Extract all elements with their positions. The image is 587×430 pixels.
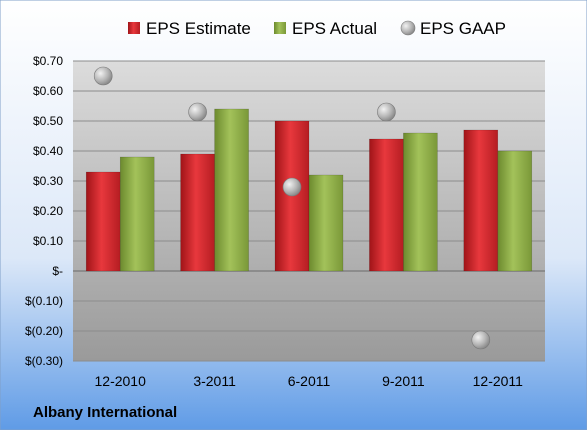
legend: EPS Estimate EPS Actual EPS GAAP bbox=[128, 19, 506, 38]
estimate-bar bbox=[85, 171, 121, 272]
legend-actual-swatch bbox=[274, 22, 286, 34]
actual-bar bbox=[497, 150, 533, 272]
y-tick-label: $0.50 bbox=[33, 114, 63, 128]
actual-bar bbox=[308, 174, 344, 272]
legend-actual-label: EPS Actual bbox=[292, 19, 377, 38]
x-category-label: 3-2011 bbox=[193, 373, 236, 389]
x-axis-labels: 12-2010 3-2011 6-2011 9-2011 12-2011 bbox=[95, 373, 524, 389]
y-tick-label: $- bbox=[52, 264, 63, 278]
y-tick-label: $(0.30) bbox=[25, 354, 63, 368]
y-tick-label: $0.40 bbox=[33, 144, 63, 158]
y-tick-label: $0.10 bbox=[33, 234, 63, 248]
y-tick-label: $0.60 bbox=[33, 84, 63, 98]
legend-estimate-swatch bbox=[128, 22, 140, 34]
gaap-marker bbox=[282, 177, 302, 197]
legend-estimate-label: EPS Estimate bbox=[146, 19, 251, 38]
bar-series bbox=[85, 108, 533, 272]
y-tick-label: $0.20 bbox=[33, 204, 63, 218]
legend-gaap-swatch bbox=[400, 20, 416, 36]
estimate-bar bbox=[369, 138, 404, 272]
x-category-label: 12-2011 bbox=[473, 373, 524, 389]
actual-bar bbox=[214, 108, 249, 272]
gaap-marker bbox=[377, 102, 396, 122]
estimate-bar bbox=[463, 129, 499, 272]
legend-gaap-label: EPS GAAP bbox=[420, 19, 506, 38]
gaap-marker bbox=[471, 330, 491, 350]
y-tick-label: $0.70 bbox=[33, 54, 63, 68]
x-category-label: 6-2011 bbox=[288, 373, 331, 389]
y-tick-label: $0.30 bbox=[33, 174, 63, 188]
x-category-label: 9-2011 bbox=[382, 373, 425, 389]
y-tick-label: $(0.10) bbox=[25, 294, 63, 308]
actual-bar bbox=[403, 132, 438, 272]
gaap-markers bbox=[93, 66, 491, 350]
x-category-label: 12-2010 bbox=[95, 373, 147, 389]
actual-bar bbox=[119, 156, 155, 272]
estimate-bar bbox=[180, 153, 215, 272]
y-axis-ticks: $0.70 $0.60 $0.50 $0.40 $0.30 $0.20 $0.10 $- $(0… bbox=[25, 54, 63, 368]
gaap-marker bbox=[188, 102, 207, 122]
y-tick-label: $(0.20) bbox=[25, 324, 63, 338]
gaap-marker bbox=[93, 66, 113, 86]
company-name: Albany International bbox=[33, 404, 177, 421]
